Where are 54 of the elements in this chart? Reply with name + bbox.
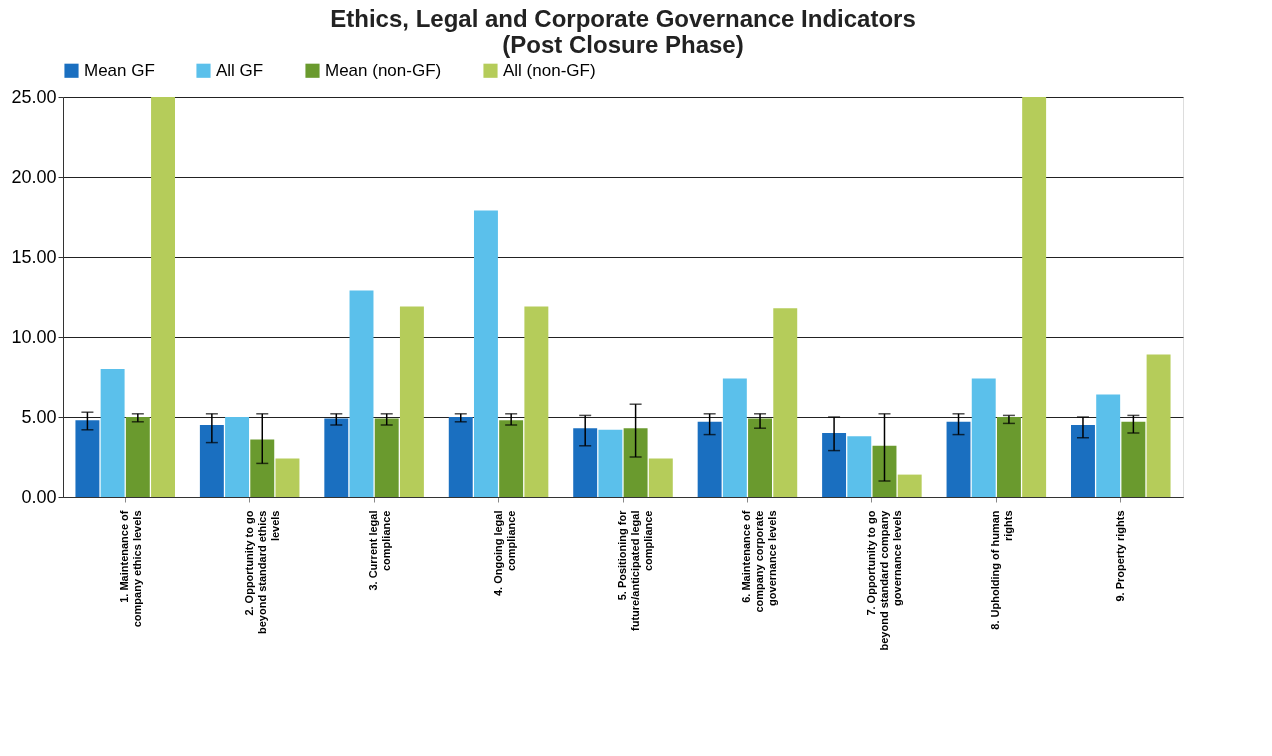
bar [524, 306, 549, 497]
y-tick-label: 10.00 [11, 326, 57, 347]
bar [1146, 354, 1171, 497]
bar [573, 428, 598, 497]
bar [1121, 421, 1146, 497]
x-tick-label: 1. Maintenance of company ethics levels [118, 510, 144, 628]
bar [897, 474, 922, 497]
y-tick-label: 15.00 [11, 246, 57, 267]
y-tick-label: 5.00 [21, 406, 57, 427]
x-tick-label: 6. Maintenance of company corporate governance levels [740, 510, 779, 613]
legend-label: All (non-GF) [503, 60, 596, 80]
bar [374, 418, 399, 497]
bar [971, 378, 996, 497]
bar [349, 290, 374, 497]
x-tick-label: 5. Positioning for future/anticipated legal compliance [616, 509, 654, 631]
bar [598, 429, 623, 497]
y-tick-label: 0.00 [21, 486, 57, 507]
bar [946, 421, 971, 497]
bar [473, 210, 498, 497]
legend-label: Mean (non-GF) [325, 60, 442, 80]
bar [1071, 425, 1095, 497]
bar [872, 445, 897, 497]
bar [100, 369, 125, 497]
y-tick-label: 20.00 [11, 166, 57, 187]
text: Ethics, Legal and Corporate Governance Indicators [330, 5, 916, 32]
legend-label: All GF [216, 60, 264, 80]
bar [648, 458, 673, 497]
bar [722, 378, 747, 497]
bar [275, 458, 300, 497]
bar [151, 97, 175, 497]
x-tick-label: 8. Upholding of human rights [989, 510, 1015, 630]
text: (Post Closure Phase) [502, 31, 744, 58]
bar [75, 420, 100, 497]
bar [623, 428, 648, 497]
y-tick-label: 25.00 [11, 86, 57, 107]
x-tick-label: 2. Opportunity to go beyond standard ethics levels [242, 510, 281, 634]
bar [499, 420, 524, 497]
bar [399, 306, 424, 497]
bar [1022, 97, 1047, 497]
x-tick-label: 4. Ongoing legal compliance [491, 510, 517, 597]
bar [250, 439, 275, 497]
x-tick-label: 7. Opportunity to go beyond standard company governance levels [864, 509, 903, 651]
bar [1096, 394, 1121, 497]
bar [697, 421, 722, 497]
bar [324, 418, 349, 497]
legend-label: Mean GF [84, 60, 155, 80]
bar [822, 433, 847, 497]
bar [748, 418, 773, 497]
x-tick-label: 9. Property rights [1113, 510, 1126, 602]
bar [199, 425, 224, 497]
x-tick-label: 3. Current legal compliance [367, 510, 393, 591]
bar [773, 308, 798, 497]
bar [847, 436, 872, 497]
bar [225, 417, 250, 497]
